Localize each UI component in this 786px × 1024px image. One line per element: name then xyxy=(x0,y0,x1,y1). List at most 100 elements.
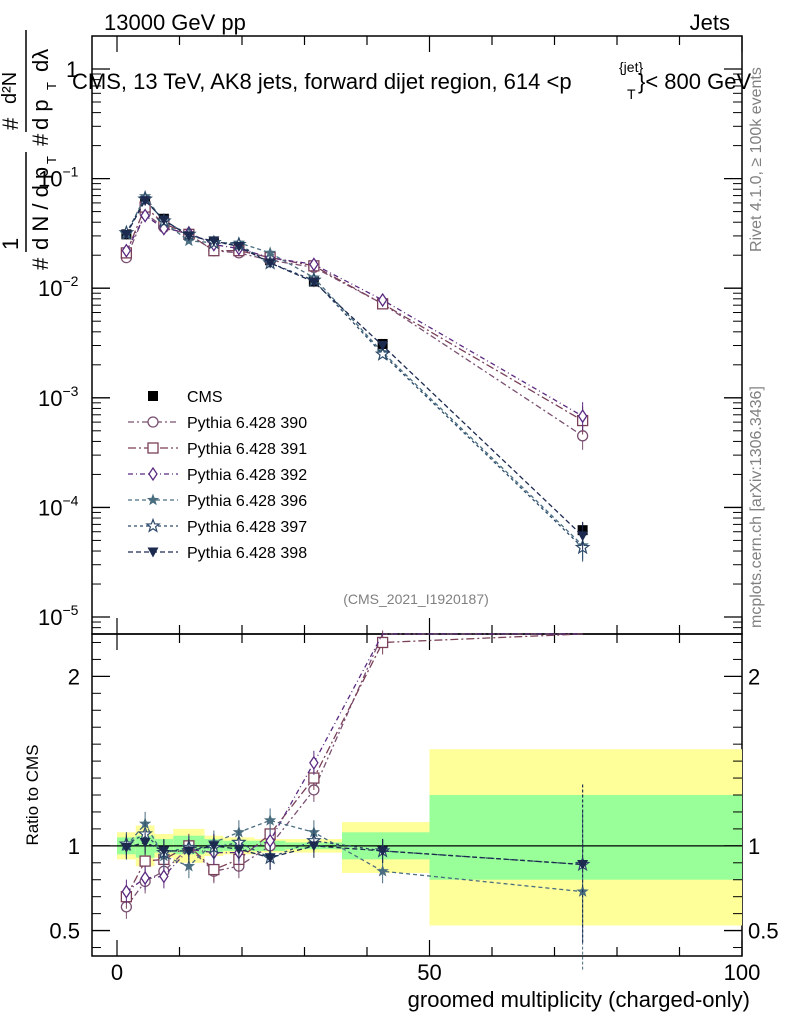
y-tick-label: 10−2 xyxy=(38,273,79,301)
series-line-p392 xyxy=(125,214,583,417)
legend-marker-p390 xyxy=(147,416,159,428)
data-point-p392 xyxy=(140,208,150,223)
legend-label-p391: Pythia 6.428 391 xyxy=(187,441,307,458)
data-point-p398 xyxy=(158,215,170,226)
data-point-p398 xyxy=(233,242,245,253)
ratio-y-tick-label: 2 xyxy=(68,664,80,689)
ratio-point-p391 xyxy=(208,863,220,876)
data-point-p398 xyxy=(139,196,151,207)
series-p398 xyxy=(120,196,589,550)
ratio-point-p398 xyxy=(208,841,220,852)
mcplots-label: mcplots.cern.ch [arXiv:1306.3436] xyxy=(748,386,765,628)
legend-label-p396: Pythia 6.428 396 xyxy=(187,493,307,510)
legend-label-p397: Pythia 6.428 397 xyxy=(187,519,307,536)
title-tail: }< 800 GeV xyxy=(638,69,751,94)
data-point-p397 xyxy=(374,345,391,361)
series-line-p391 xyxy=(125,205,583,422)
series-line-p398 xyxy=(125,199,584,537)
ratio-point-p391 xyxy=(139,855,151,867)
ratio-point-p391 xyxy=(376,636,389,649)
y-tick-label: 10−1 xyxy=(38,164,79,192)
ylabel-hash-2: # xyxy=(28,133,53,146)
series-line-p396 xyxy=(125,195,584,546)
legend-marker-p398 xyxy=(147,547,159,558)
ratio-line-p391 xyxy=(125,633,583,897)
legend-marker-data xyxy=(148,391,158,401)
data-point-p398 xyxy=(183,231,195,242)
y-tick-label: 10−3 xyxy=(38,383,79,411)
y-tick-label: 10−5 xyxy=(38,602,79,630)
legend-label-data: CMS xyxy=(187,389,223,406)
y-tick-exponent: −2 xyxy=(62,273,78,289)
series-line-p390 xyxy=(125,212,583,437)
analysis-watermark: (CMS_2021_I1920187) xyxy=(343,591,489,607)
data-point-p398 xyxy=(308,277,320,288)
data-point-p392 xyxy=(121,243,132,258)
legend-label-p398: Pythia 6.428 398 xyxy=(187,545,307,562)
x-tick-label: 100 xyxy=(724,960,761,985)
ratio-point-p392 xyxy=(121,884,132,899)
ratio-point-p398 xyxy=(308,841,320,852)
y-tick-label: 1 xyxy=(66,57,78,82)
ratio-line-p396 xyxy=(125,819,583,893)
data-point-p398 xyxy=(120,229,132,240)
rivet-label: Rivet 4.1.0, ≥ 100k events xyxy=(748,67,765,252)
ratio-y-tick-label-right: 1 xyxy=(748,834,760,859)
y-tick-exponent: −5 xyxy=(62,602,78,618)
ratio-bands xyxy=(117,749,742,926)
legend-marker-p391 xyxy=(147,442,159,454)
ratio-line-p398 xyxy=(126,841,583,866)
title-text: CMS, 13 TeV, AK8 jets, forward dijet reg… xyxy=(72,69,572,94)
ratio-point-p392 xyxy=(309,755,319,770)
ratio-point-p396 xyxy=(376,864,389,877)
ratio-ylabel: Ratio to CMS xyxy=(23,744,42,845)
ylabel-hash-3: # xyxy=(0,117,23,130)
legend-label-p392: Pythia 6.428 392 xyxy=(187,467,307,484)
y-tick-label: 10−4 xyxy=(38,492,79,520)
ratio-line-p390 xyxy=(125,633,583,908)
legend-label-p390: Pythia 6.428 390 xyxy=(187,415,307,432)
ylabel-sub-t-1: T xyxy=(44,156,59,164)
y-tick-exponent: −4 xyxy=(62,492,78,508)
ratio-y-tick-label: 1 xyxy=(68,834,80,859)
ratio-point-p398 xyxy=(120,843,132,854)
ratio-point-p396 xyxy=(263,813,277,826)
ratio-line-p397 xyxy=(126,833,583,866)
data-point-p398 xyxy=(208,236,220,247)
ratio-line-p392 xyxy=(125,633,583,893)
ylabel-dpt: d p xyxy=(28,99,53,130)
legend-marker-p396 xyxy=(146,493,160,506)
data-point-p398 xyxy=(377,341,389,352)
legend-marker-p397 xyxy=(145,517,161,533)
ratio-point-p392 xyxy=(159,869,169,884)
ratio-series-p398 xyxy=(120,784,589,945)
series-line-p397 xyxy=(125,197,584,549)
x-tick-label: 50 xyxy=(417,960,441,985)
x-axis-label: groomed multiplicity (charged-only) xyxy=(408,987,750,1012)
y-tick-exponent: −3 xyxy=(62,383,78,399)
ratio-point-p398 xyxy=(377,846,389,857)
legend: CMS Pythia 6.428 390 Pythia 6.428 391 Pythi… xyxy=(128,389,307,562)
ratio-point-p398 xyxy=(264,853,276,864)
ratio-point-p398 xyxy=(139,837,151,848)
ratio-point-p398 xyxy=(183,846,195,857)
main-title: CMS, 13 TeV, AK8 jets, forward dijet reg… xyxy=(72,59,751,102)
x-tick-label: 0 xyxy=(111,960,123,985)
ratio-point-p398 xyxy=(577,859,589,870)
header-left: 13000 GeV pp xyxy=(104,10,246,35)
header-right: Jets xyxy=(690,10,730,35)
y-tick-exponent: −1 xyxy=(62,164,78,180)
series-data xyxy=(121,197,588,539)
ratio-point-p396 xyxy=(182,859,196,872)
ratio-y-tick-label-right: 2 xyxy=(748,664,760,689)
ratio-y-tick-label-right: 0.5 xyxy=(748,919,779,944)
data-point-p392 xyxy=(577,408,588,424)
ratio-point-p392 xyxy=(140,870,150,886)
ratio-y-tick-label: 0.5 xyxy=(49,919,80,944)
legend-marker-p392 xyxy=(148,466,158,482)
ylabel-dn-dpt: d N / d p xyxy=(28,167,53,250)
title-subscript: T xyxy=(627,86,636,102)
data-point-p398 xyxy=(264,258,276,269)
main-ylabel: # 1 d N / d p T # # d²N d p T dλ xyxy=(0,30,59,270)
